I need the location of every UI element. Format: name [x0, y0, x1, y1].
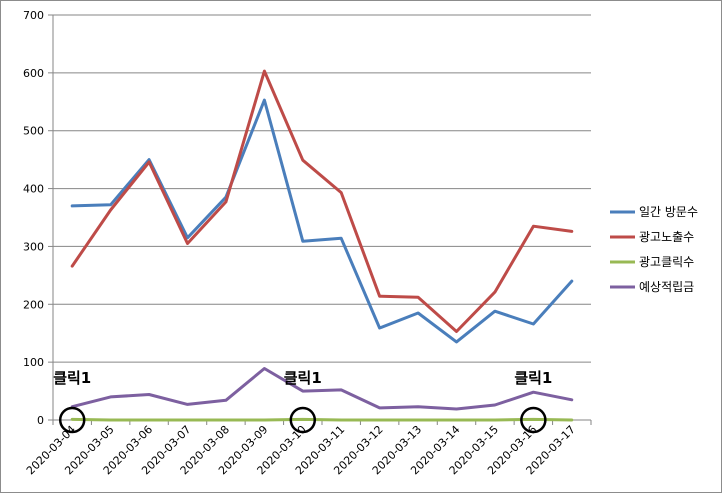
- axes: 01002003004005006007002020-03-042020-03-…: [23, 9, 592, 477]
- annotations: 클릭1 클릭1 클릭1: [53, 369, 552, 434]
- annotation-circle: [520, 406, 547, 434]
- legend-label-1: 광고노출수: [639, 230, 694, 244]
- legend-label-3: 예상적립금: [639, 280, 694, 294]
- annotation-circle: [289, 406, 317, 434]
- annotation-label: 클릭1: [53, 369, 91, 387]
- y-tick-label: 500: [23, 125, 44, 138]
- series-lines: [70, 69, 574, 422]
- series-line-2: [70, 417, 574, 422]
- annotation-label: 클릭1: [514, 369, 552, 387]
- y-tick-label: 400: [23, 183, 44, 196]
- y-tick-label: 100: [23, 356, 44, 369]
- annotation-label: 클릭1: [284, 369, 322, 387]
- y-tick-label: 200: [23, 298, 44, 311]
- annotation-circle: [58, 406, 86, 434]
- y-tick-label: 0: [37, 414, 44, 427]
- series-line-1: [70, 69, 574, 333]
- legend-label-2: 광고클릭수: [639, 255, 694, 269]
- legend-label-0: 일간 방문수: [639, 205, 698, 219]
- series-line-0: [70, 98, 574, 344]
- y-tick-label: 300: [23, 240, 44, 253]
- y-tick-label: 700: [23, 9, 44, 22]
- y-tick-label: 600: [23, 67, 44, 80]
- gridlines: [53, 14, 591, 421]
- series-line-3: [70, 367, 574, 411]
